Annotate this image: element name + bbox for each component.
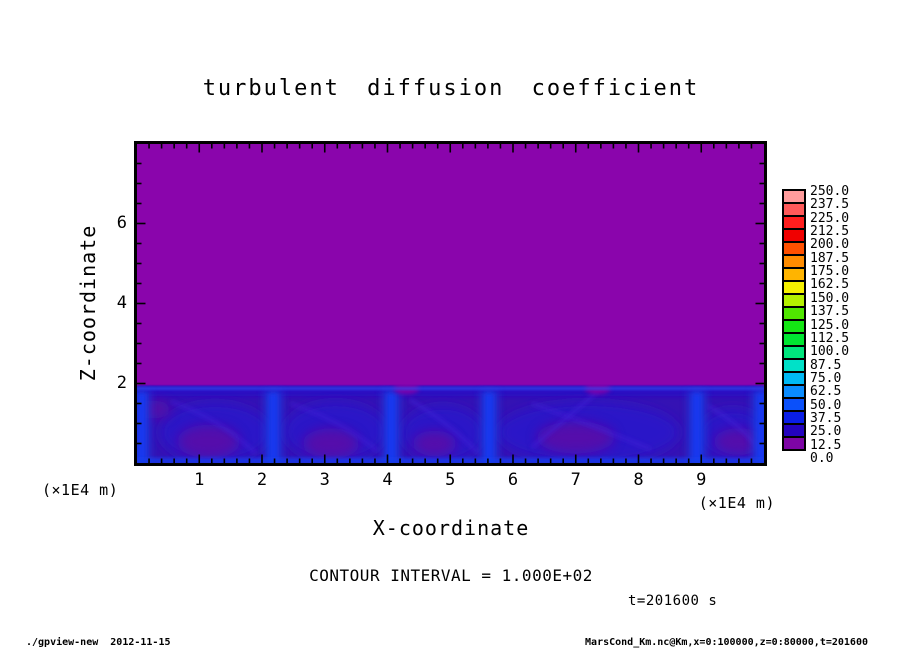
colorbar-label: 62.5 [810,384,842,400]
x-tick-label: 2 [256,470,268,490]
x-tick-label: 4 [382,470,393,490]
x-tick-label: 6 [507,470,519,490]
chart-title: turbulent diffusion coefficient [202,76,700,101]
colorbar-label: 212.5 [810,224,850,240]
footer-command-text: ./gpview-new 2012-11-15 [26,637,171,648]
colorbar-label: 225.0 [810,210,850,226]
footer-source-text: MarsCond_Km.nc@Km,x=0:100000,z=0:80000,t… [585,637,868,648]
colorbar-label: 75.0 [810,370,842,386]
colorbar-label: 87.5 [810,357,842,373]
colorbar-box [782,436,806,451]
colorbar-label: 162.5 [810,277,850,293]
colorbar-label: 187.5 [810,250,850,266]
contour-interval-text: CONTOUR INTERVAL = 1.000E+02 [309,566,593,585]
x-tick-label: 8 [633,470,644,490]
colorbar-label: 200.0 [810,237,850,253]
z-tick-label: 4 [116,292,127,313]
x-tick-label: 9 [696,470,707,490]
x-tick-label: 5 [445,470,456,490]
colorbar-label: 125.0 [810,317,850,333]
colorbar-label: 0.0 [810,451,834,466]
z-axis-unit: (×1E4 m) [42,481,119,499]
z-tick-label: 6 [116,212,127,233]
x-tick-label: 3 [319,470,330,490]
colorbar-label: 25.0 [810,424,842,440]
colorbar [782,189,806,451]
x-tick-label: 1 [194,470,205,490]
time-stamp-text: t=201600 s [628,593,718,609]
colorbar-label: 137.5 [810,304,850,320]
contour-plot [134,141,767,466]
colorbar-label: 100.0 [810,344,850,360]
x-axis-unit: (×1E4 m) [698,494,775,512]
x-axis-label: X-coordinate [372,516,530,540]
colorbar-label: 50.0 [810,397,842,413]
colorbar-label: 250.0 [810,184,850,199]
colorbar-label: 150.0 [810,290,850,306]
colorbar-label: 112.5 [810,330,850,346]
colorbar-label: 237.5 [810,197,850,213]
colorbar-label: 175.0 [810,264,850,280]
colorbar-label: 37.5 [810,410,842,426]
x-tick-label: 7 [570,470,581,490]
colorbar-label: 12.5 [810,437,842,453]
z-tick-label: 2 [116,372,127,393]
